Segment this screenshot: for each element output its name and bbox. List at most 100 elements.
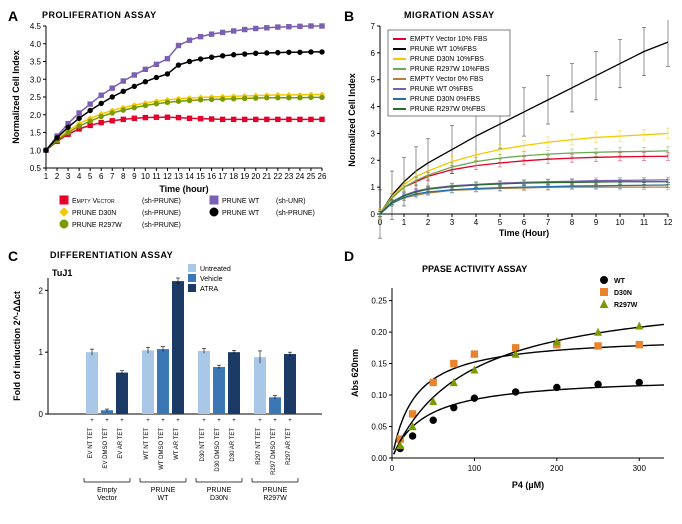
svg-text:17: 17 bbox=[218, 172, 227, 181]
svg-text:+: + bbox=[146, 418, 150, 424]
svg-text:ATRA: ATRA bbox=[200, 286, 218, 293]
panel-b-title: MIGRATION ASSAY bbox=[404, 10, 674, 20]
svg-text:12: 12 bbox=[163, 172, 172, 181]
svg-text:PRUNE R297W: PRUNE R297W bbox=[72, 222, 122, 229]
svg-text:D30 NT TET: D30 NT TET bbox=[200, 428, 206, 462]
svg-text:0: 0 bbox=[371, 210, 376, 219]
svg-text:Fold of induction 2^-ΔΔct: Fold of induction 2^-ΔΔct bbox=[12, 291, 22, 401]
svg-text:D30N: D30N bbox=[614, 290, 632, 297]
svg-text:3.5: 3.5 bbox=[30, 58, 42, 67]
svg-text:18: 18 bbox=[229, 172, 238, 181]
figure-grid: A PROLIFERATION ASSAY 0.5 1.0 1.5 2.0 2.5 3.0… bbox=[8, 8, 674, 510]
svg-text:4.0: 4.0 bbox=[30, 40, 42, 49]
svg-text:P4 (µM): P4 (µM) bbox=[512, 480, 544, 490]
svg-text:200: 200 bbox=[550, 464, 564, 473]
svg-text:PRUNE WT: PRUNE WT bbox=[222, 210, 260, 217]
proliferation-chart: 0.51.01.52.02.53.03.54.04.51234567891011… bbox=[8, 20, 328, 240]
svg-text:2: 2 bbox=[371, 156, 376, 165]
svg-text:(sh-PRUNE): (sh-PRUNE) bbox=[142, 222, 181, 229]
panel-a-title: PROLIFERATION ASSAY bbox=[42, 10, 332, 20]
svg-text:+: + bbox=[105, 418, 109, 424]
svg-text:8: 8 bbox=[570, 218, 575, 227]
svg-text:4: 4 bbox=[474, 218, 479, 227]
svg-text:D30 AR TET: D30 AR TET bbox=[230, 428, 236, 462]
svg-text:Empty Vector: Empty Vector bbox=[72, 198, 115, 205]
svg-text:(sh-PRUNE): (sh-PRUNE) bbox=[142, 198, 181, 205]
svg-text:R297 DMSO TET: R297 DMSO TET bbox=[271, 428, 277, 475]
svg-text:PRUNE D30N 0%FBS: PRUNE D30N 0%FBS bbox=[410, 96, 480, 103]
svg-text:1.0: 1.0 bbox=[30, 146, 42, 155]
svg-text:1: 1 bbox=[371, 183, 376, 192]
svg-text:R297W: R297W bbox=[263, 495, 287, 502]
svg-text:19: 19 bbox=[240, 172, 249, 181]
svg-text:2.0: 2.0 bbox=[30, 111, 42, 120]
svg-text:3.0: 3.0 bbox=[30, 75, 42, 84]
panel-c-label: C bbox=[8, 248, 18, 264]
svg-text:PRUNE D30N: PRUNE D30N bbox=[72, 210, 116, 217]
svg-text:5: 5 bbox=[371, 76, 376, 85]
svg-text:1: 1 bbox=[402, 218, 407, 227]
svg-text:2: 2 bbox=[55, 172, 60, 181]
svg-text:1: 1 bbox=[39, 348, 44, 357]
svg-text:4: 4 bbox=[371, 103, 376, 112]
svg-text:0.5: 0.5 bbox=[30, 164, 42, 173]
svg-text:24: 24 bbox=[295, 172, 304, 181]
svg-text:22: 22 bbox=[273, 172, 282, 181]
svg-text:TuJ1: TuJ1 bbox=[52, 268, 72, 278]
panel-a-label: A bbox=[8, 8, 18, 24]
svg-text:+: + bbox=[258, 418, 262, 424]
panel-b: B MIGRATION ASSAY 0123456701234567891011… bbox=[344, 8, 674, 240]
svg-text:15: 15 bbox=[196, 172, 205, 181]
panel-c: C DIFFERENTIATION ASSAY 012Fold of induc… bbox=[8, 248, 332, 510]
svg-text:7: 7 bbox=[546, 218, 551, 227]
svg-text:R297W: R297W bbox=[614, 302, 638, 309]
svg-text:PPASE ACTIVITY ASSAY: PPASE ACTIVITY ASSAY bbox=[422, 264, 527, 274]
svg-text:+: + bbox=[161, 418, 165, 424]
svg-text:D30 DMSO TET: D30 DMSO TET bbox=[215, 428, 221, 472]
svg-text:PRUNE: PRUNE bbox=[263, 487, 288, 494]
svg-text:1: 1 bbox=[44, 172, 49, 181]
svg-text:R297 AR TET: R297 AR TET bbox=[286, 428, 292, 465]
svg-text:3: 3 bbox=[371, 129, 376, 138]
svg-text:8: 8 bbox=[121, 172, 126, 181]
svg-text:+: + bbox=[288, 418, 292, 424]
migration-chart: 012345670123456789101112Time (Hour)Norma… bbox=[344, 20, 674, 240]
svg-text:9: 9 bbox=[594, 218, 599, 227]
svg-text:PRUNE WT 0%FBS: PRUNE WT 0%FBS bbox=[410, 86, 473, 93]
svg-text:1.5: 1.5 bbox=[30, 129, 42, 138]
svg-text:Time (Hour): Time (Hour) bbox=[499, 228, 549, 238]
svg-text:WT DMSO TET: WT DMSO TET bbox=[159, 428, 165, 470]
svg-text:4.5: 4.5 bbox=[30, 22, 42, 31]
svg-text:Untreated: Untreated bbox=[200, 266, 231, 273]
svg-text:0.15: 0.15 bbox=[371, 360, 387, 369]
svg-text:5: 5 bbox=[498, 218, 503, 227]
svg-text:10: 10 bbox=[616, 218, 625, 227]
svg-text:2.5: 2.5 bbox=[30, 93, 42, 102]
svg-text:+: + bbox=[176, 418, 180, 424]
svg-text:Time (hour): Time (hour) bbox=[159, 184, 208, 194]
differentiation-chart: 012Fold of induction 2^-ΔΔctTuJ1Untreate… bbox=[8, 260, 328, 510]
svg-text:9: 9 bbox=[132, 172, 137, 181]
svg-text:0: 0 bbox=[39, 410, 44, 419]
svg-text:EV DMSO TET: EV DMSO TET bbox=[103, 428, 109, 469]
svg-text:Empty: Empty bbox=[97, 487, 117, 494]
panel-a: A PROLIFERATION ASSAY 0.5 1.0 1.5 2.0 2.5 3.0… bbox=[8, 8, 332, 240]
svg-text:+: + bbox=[90, 418, 94, 424]
svg-text:Normalized Cell Index: Normalized Cell Index bbox=[11, 50, 21, 144]
svg-text:7: 7 bbox=[110, 172, 115, 181]
svg-text:10: 10 bbox=[141, 172, 150, 181]
svg-text:EV NT TET: EV NT TET bbox=[88, 428, 94, 459]
svg-text:Vector: Vector bbox=[97, 495, 118, 502]
svg-text:PRUNE WT: PRUNE WT bbox=[222, 198, 260, 205]
svg-text:13: 13 bbox=[174, 172, 183, 181]
svg-text:(sh-PRUNE): (sh-PRUNE) bbox=[142, 210, 181, 217]
svg-text:4: 4 bbox=[77, 172, 82, 181]
svg-text:300: 300 bbox=[633, 464, 647, 473]
svg-text:PRUNE: PRUNE bbox=[151, 487, 176, 494]
ppase-chart: 0.000.050.100.150.200.250100200300P4 (µM… bbox=[344, 248, 674, 498]
svg-text:WT NT TET: WT NT TET bbox=[144, 428, 150, 460]
svg-text:0.00: 0.00 bbox=[371, 454, 387, 463]
svg-text:PRUNE R297W 10%FBS: PRUNE R297W 10%FBS bbox=[410, 66, 490, 73]
svg-text:(sh-PRUNE): (sh-PRUNE) bbox=[276, 210, 315, 217]
svg-text:6: 6 bbox=[522, 218, 527, 227]
